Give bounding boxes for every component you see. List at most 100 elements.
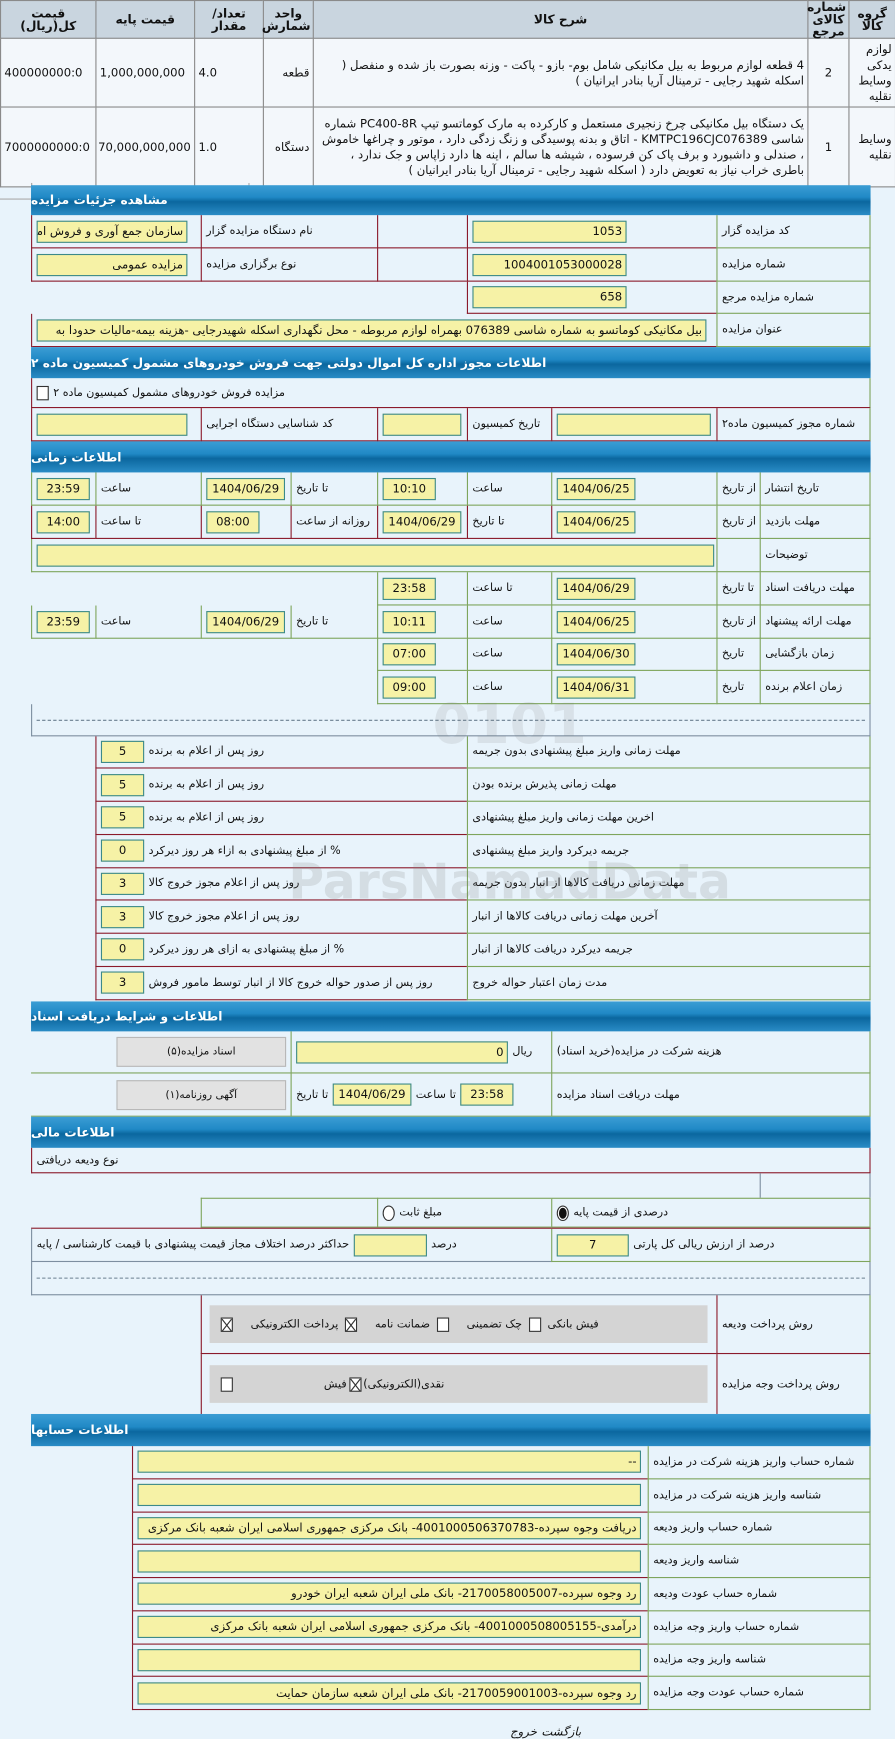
account-row: شماره حساب واریز هزینه شرکت در مزایده -- <box>131 1446 871 1480</box>
cell-base-price: 1,000,000,000 <box>95 37 196 108</box>
docs-to-field[interactable]: 1404/06/29 <box>556 577 636 600</box>
account-row: شماره حساب عودت ودیعه رد وجوه سپرده-21700… <box>131 1578 871 1612</box>
field-cell: 07:00 <box>377 637 467 671</box>
auction-type-field[interactable]: مزایده عمومی <box>36 253 188 276</box>
publish-time1-field[interactable]: 10:10 <box>382 477 436 500</box>
checkbox-electronic[interactable] <box>220 1316 233 1332</box>
ref-no-field[interactable]: 658 <box>472 286 627 309</box>
deadline-value-field[interactable]: 0 <box>100 839 145 862</box>
col-total: قیمت کل(ریال) <box>0 0 97 39</box>
deadline-label: اخرین مهلت زمانی واریز مبلغ پیشنهادی <box>466 801 871 835</box>
back-link[interactable]: بازگشت <box>541 1725 582 1739</box>
offer-time1-field[interactable]: 10:11 <box>382 610 436 633</box>
checkbox-bank-receipt[interactable] <box>528 1316 541 1332</box>
auctioneer-code-field[interactable]: 1053 <box>472 220 627 243</box>
table-row: لوازم یدکی وسایط نقلیه 2 4 قطعه لوازم مر… <box>0 37 895 108</box>
checkbox-cash-electronic[interactable] <box>348 1376 362 1392</box>
label-notes: توضیحات <box>759 538 871 573</box>
auction-documents-button[interactable]: اسناد مزایده(۵) <box>116 1036 287 1067</box>
publish-time2-field[interactable]: 23:59 <box>36 477 90 500</box>
notes-field[interactable] <box>36 543 715 567</box>
row-permit-checkbox: مزایده فروش خودروهای مشمول کمیسیون ماده … <box>31 378 871 409</box>
field-cell: 10:10 <box>377 472 467 506</box>
deadline-value-field[interactable]: 3 <box>100 971 145 994</box>
exec-id-field[interactable] <box>36 413 188 436</box>
visit-to-field[interactable]: 1404/06/29 <box>382 510 462 533</box>
field-cell: 14:00 <box>31 505 96 539</box>
checkbox-cash-electronic-label: نقدی(الکترونیکی) <box>363 1377 445 1391</box>
notes-cell <box>31 538 717 573</box>
doc-fee-field[interactable]: 0 <box>296 1040 508 1063</box>
auction-no-field[interactable]: 1004001053000028 <box>472 253 627 276</box>
offer-from-field[interactable]: 1404/06/25 <box>556 610 636 633</box>
commission-checkbox[interactable] <box>36 385 49 400</box>
deadline-value-field[interactable]: 3 <box>100 905 145 928</box>
row-auction-no: شماره مزایده 1004001053000028 نوع برگزار… <box>31 248 871 282</box>
deposit-percent-field[interactable]: 7 <box>556 1233 629 1256</box>
permit-no-field[interactable] <box>556 413 711 436</box>
offer-time2-label: ساعت <box>95 605 201 639</box>
empty-cell <box>759 1173 871 1198</box>
doc-deadline-time-field[interactable]: 23:58 <box>460 1083 514 1106</box>
deadline-value-field[interactable]: 5 <box>100 740 145 763</box>
subject-field[interactable]: بیل مکانیکی کوماتسو به شماره شاسی 076389… <box>36 318 707 342</box>
timing-row-docs: مهلت دریافت اسناد تا تاریخ 1404/06/29 تا سا… <box>31 572 871 606</box>
account-value-field[interactable]: رد وجوه سپرده-2170059001003- بانک ملی ای… <box>137 1681 642 1705</box>
offer-time2-field[interactable]: 23:59 <box>36 610 90 633</box>
checkbox-guarantee[interactable] <box>345 1316 358 1332</box>
offer-to-field[interactable]: 1404/06/29 <box>206 610 286 633</box>
deadline-suffix: روز پس از اعلام به برنده <box>148 778 265 791</box>
winner-time-field[interactable]: 09:00 <box>382 675 436 699</box>
max-diff-field[interactable] <box>353 1233 427 1256</box>
deadline-value-field[interactable]: 3 <box>100 872 145 895</box>
cell-unit: قطعه <box>262 37 314 108</box>
commission-date-field[interactable] <box>382 413 462 436</box>
deadline-value-field[interactable]: 0 <box>100 938 145 961</box>
account-label: شماره حساب واریز وجه مزایده <box>647 1611 871 1645</box>
account-value-field[interactable]: دریافت وجوه سپرده-4001000506370783- بانک… <box>137 1516 642 1540</box>
deadline-value-cell: 5 روز پس از اعلام به برنده <box>95 768 467 802</box>
account-value-field[interactable]: درآمدی-4001000508005155- بانک مرکزی جمهو… <box>137 1615 642 1639</box>
account-value-field[interactable] <box>137 1549 642 1573</box>
publish-to-field[interactable]: 1404/06/29 <box>206 477 286 500</box>
publish-from-label: از تاریخ <box>716 472 760 506</box>
visit-daily_to-field[interactable]: 14:00 <box>36 510 90 533</box>
deadline-label: جریمه دیرکرد دریافت کالاها از انبار <box>466 933 871 967</box>
checkbox-cheque-label: چک تضمینی <box>466 1318 522 1331</box>
newspaper-ad-button[interactable]: آگهی روزنامه(۱) <box>116 1079 287 1110</box>
doc-deadline-date-field[interactable]: 1404/06/29 <box>332 1083 412 1106</box>
deadline-value-field[interactable]: 5 <box>100 806 145 829</box>
radio-fixed-option[interactable]: مبلغ ثابت <box>377 1197 552 1228</box>
section-header-documents: اطلاعات و شرایط دریافت اسناد <box>31 1001 871 1032</box>
account-label: شماره حساب عودت وجه مزایده <box>647 1677 871 1711</box>
publish-from-field[interactable]: 1404/06/25 <box>556 477 636 500</box>
opening-label: زمان بازگشایی <box>759 637 871 671</box>
row-auctioneer: کد مزایده گزار 1053 نام دستگاه مزایده گز… <box>31 215 871 249</box>
timing-row-offer: مهلت ارائه پیشنهاد از تاریخ 1404/06/25 ساعت… <box>31 605 871 639</box>
account-value-field[interactable]: رد وجوه سپرده-2170058005007- بانک ملی ای… <box>137 1582 642 1606</box>
row-subject: عنوان مزایده بیل مکانیکی کوماتسو به شمار… <box>31 313 871 348</box>
deadline-value-field[interactable]: 5 <box>100 773 145 796</box>
deadline-value-cell: 0% از مبلغ پیشنهادی به ازای هر روز دیرکر… <box>95 933 467 967</box>
docs-time-field[interactable]: 23:58 <box>382 577 436 600</box>
checkbox-receipt[interactable] <box>220 1376 233 1392</box>
opening-time-field[interactable]: 07:00 <box>382 642 436 665</box>
account-label: شماره حساب واریز هزینه شرکت در مزایده <box>647 1446 871 1480</box>
empty-cell <box>716 538 760 573</box>
opening-date-field[interactable]: 1404/06/30 <box>556 642 636 665</box>
org-name-field[interactable]: سازمان جمع آوری و فروش اموال تملیکی <box>36 220 188 243</box>
visit-from-field[interactable]: 1404/06/25 <box>556 510 636 533</box>
label-auctioneer-code: کد مزایده گزار <box>716 215 871 249</box>
radio-percent[interactable] <box>556 1204 569 1221</box>
deadline-suffix: روز پس از صدور حواله خروج کالا از انبار … <box>148 976 433 989</box>
field-cell: 1404/06/25 <box>551 605 717 639</box>
account-value-field[interactable]: -- <box>137 1450 642 1474</box>
visit-daily_from-field[interactable]: 08:00 <box>206 510 260 533</box>
winner-date-field[interactable]: 1404/06/31 <box>556 675 636 699</box>
account-value-field[interactable] <box>137 1483 642 1507</box>
radio-fixed[interactable] <box>382 1204 395 1221</box>
radio-percent-option[interactable]: درصدی از قیمت پایه <box>551 1197 871 1228</box>
exit-link[interactable]: خروج <box>510 1725 537 1739</box>
account-value-field[interactable] <box>137 1648 642 1672</box>
checkbox-cheque[interactable] <box>436 1316 449 1332</box>
